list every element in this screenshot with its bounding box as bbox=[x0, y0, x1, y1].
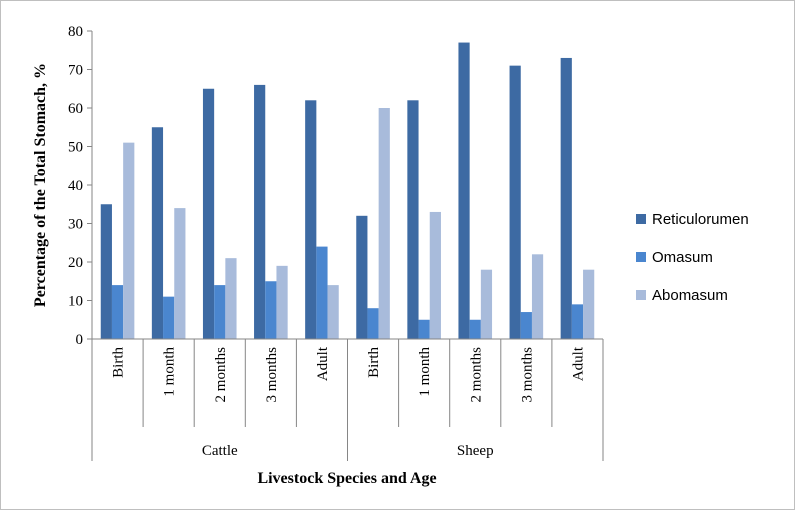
legend-swatch bbox=[636, 290, 646, 300]
bar bbox=[520, 312, 532, 339]
y-tick-label: 20 bbox=[68, 255, 83, 271]
x-tick-label: 3 months bbox=[519, 347, 535, 403]
legend-label: Reticulorumen bbox=[652, 211, 749, 228]
bar bbox=[560, 57, 572, 339]
bar bbox=[100, 204, 112, 339]
bar bbox=[531, 254, 544, 339]
bar bbox=[265, 281, 277, 339]
x-tick-label: Birth bbox=[366, 347, 382, 378]
bar bbox=[305, 100, 317, 339]
x-tick-label: 3 months bbox=[264, 347, 280, 403]
bar bbox=[202, 88, 215, 339]
bar bbox=[480, 269, 493, 339]
group-label: Sheep bbox=[457, 443, 494, 459]
bar bbox=[327, 285, 339, 339]
y-tick-label: 60 bbox=[68, 101, 83, 117]
x-tick-label: 1 month bbox=[162, 347, 178, 397]
x-tick-label: Adult bbox=[315, 346, 331, 381]
y-tick-label: 0 bbox=[76, 332, 84, 348]
x-tick-label: Birth bbox=[111, 347, 127, 378]
x-tick-label: 2 months bbox=[213, 347, 229, 403]
legend-swatch bbox=[636, 252, 646, 262]
y-tick-label: 70 bbox=[68, 63, 83, 79]
legend-swatch bbox=[636, 214, 646, 224]
x-tick-label: 2 months bbox=[468, 347, 484, 403]
y-tick-label: 80 bbox=[68, 24, 83, 40]
bar bbox=[458, 42, 470, 340]
bar bbox=[367, 308, 379, 339]
x-axis-title: Livestock Species and Age bbox=[257, 470, 436, 487]
bar bbox=[418, 319, 430, 339]
bar bbox=[429, 211, 441, 339]
chart-marks: 0 10 20 30 40 50 60 70 80 Birth 1 month 2 months 3 m… bbox=[68, 24, 604, 461]
bar bbox=[123, 142, 135, 339]
bar bbox=[214, 285, 226, 339]
legend-label: Omasum bbox=[652, 249, 713, 266]
x-tick-label: Adult bbox=[570, 346, 586, 381]
bar bbox=[509, 65, 521, 340]
bar bbox=[225, 258, 237, 339]
legend: Reticulorumen Omasum Abomasum bbox=[636, 211, 749, 304]
x-tick-label: 1 month bbox=[417, 347, 433, 397]
y-axis-title: Percentage of the Total Stomach, % bbox=[32, 63, 49, 307]
y-tick-label: 40 bbox=[68, 178, 83, 194]
bar bbox=[356, 215, 368, 339]
bar bbox=[276, 265, 288, 339]
bar bbox=[583, 269, 595, 339]
bar bbox=[254, 84, 266, 340]
bar bbox=[151, 127, 164, 339]
y-tick-label: 50 bbox=[68, 140, 83, 156]
bar bbox=[378, 108, 390, 339]
group-label: Cattle bbox=[202, 443, 238, 459]
bar bbox=[571, 304, 584, 339]
bar bbox=[163, 296, 175, 339]
bar bbox=[316, 246, 328, 339]
y-tick-label: 10 bbox=[68, 294, 83, 310]
bar bbox=[174, 208, 186, 339]
bar bbox=[407, 100, 419, 339]
bar bbox=[111, 285, 124, 339]
y-tick-label: 30 bbox=[68, 217, 83, 233]
bar bbox=[469, 319, 481, 339]
legend-label: Abomasum bbox=[652, 287, 728, 304]
